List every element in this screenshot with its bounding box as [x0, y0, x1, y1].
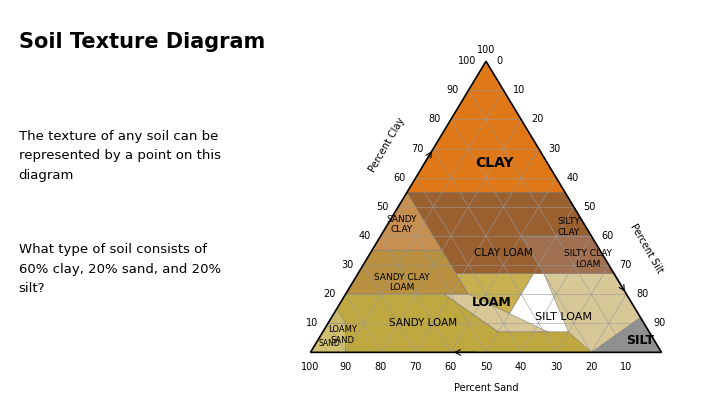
- Polygon shape: [372, 178, 442, 250]
- Text: LOAM: LOAM: [472, 296, 511, 309]
- Polygon shape: [310, 309, 346, 352]
- Text: 80: 80: [428, 115, 441, 124]
- Text: 70: 70: [411, 143, 423, 153]
- Polygon shape: [407, 192, 591, 274]
- Text: Soil Texture Diagram: Soil Texture Diagram: [19, 32, 265, 52]
- Text: What type of soil consists of
60% clay, 20% sand, and 20%
silt?: What type of soil consists of 60% clay, …: [19, 243, 221, 295]
- Polygon shape: [337, 192, 407, 309]
- Text: 80: 80: [636, 289, 649, 299]
- Text: Percent Sand: Percent Sand: [454, 383, 518, 393]
- Text: SANDY LOAM: SANDY LOAM: [389, 318, 457, 328]
- Polygon shape: [310, 294, 591, 352]
- Text: 70: 70: [618, 260, 631, 270]
- Text: LOAMY
SAND: LOAMY SAND: [328, 325, 356, 345]
- Text: SAND: SAND: [319, 339, 341, 348]
- Text: 50: 50: [584, 202, 596, 212]
- Text: 10: 10: [513, 85, 526, 95]
- Polygon shape: [444, 274, 534, 332]
- Text: 40: 40: [515, 362, 527, 372]
- Text: Percent Clay: Percent Clay: [367, 115, 406, 174]
- Text: 100: 100: [458, 56, 476, 66]
- Text: 0: 0: [496, 56, 502, 66]
- Text: CLAY: CLAY: [475, 156, 514, 170]
- Text: CLAY LOAM: CLAY LOAM: [474, 248, 533, 258]
- Text: SILTY
CLAY: SILTY CLAY: [557, 217, 580, 237]
- Polygon shape: [444, 274, 662, 352]
- Text: 90: 90: [446, 85, 459, 95]
- Text: 50: 50: [480, 362, 492, 372]
- Text: SILT: SILT: [626, 334, 654, 347]
- Text: 90: 90: [339, 362, 352, 372]
- Text: 20: 20: [531, 115, 544, 124]
- Text: 30: 30: [341, 260, 354, 270]
- Text: 80: 80: [374, 362, 387, 372]
- Polygon shape: [521, 236, 614, 274]
- Text: 40: 40: [359, 231, 371, 241]
- Text: 30: 30: [549, 143, 561, 153]
- Text: 10: 10: [306, 318, 318, 328]
- Text: 30: 30: [550, 362, 562, 372]
- Text: 90: 90: [654, 318, 666, 328]
- Polygon shape: [310, 323, 346, 352]
- Text: 50: 50: [376, 202, 388, 212]
- Text: SANDY
CLAY: SANDY CLAY: [387, 215, 417, 234]
- Polygon shape: [591, 318, 662, 352]
- Polygon shape: [346, 250, 469, 294]
- Text: 100: 100: [477, 45, 495, 55]
- Text: SANDY CLAY
LOAM: SANDY CLAY LOAM: [374, 273, 430, 292]
- Text: Percent Silt: Percent Silt: [629, 222, 665, 275]
- Text: 20: 20: [585, 362, 598, 372]
- Text: SILT LOAM: SILT LOAM: [535, 312, 592, 322]
- Text: 40: 40: [566, 173, 578, 183]
- Text: 70: 70: [410, 362, 422, 372]
- Text: SILTY CLAY
LOAM: SILTY CLAY LOAM: [564, 249, 612, 269]
- Text: 20: 20: [323, 289, 336, 299]
- Text: The texture of any soil can be
represented by a point on this
diagram: The texture of any soil can be represent…: [19, 130, 220, 181]
- Text: 100: 100: [301, 362, 320, 372]
- Polygon shape: [521, 192, 591, 236]
- Text: 60: 60: [601, 231, 613, 241]
- Polygon shape: [407, 61, 591, 236]
- Text: 60: 60: [394, 173, 406, 183]
- Text: 60: 60: [445, 362, 457, 372]
- Text: 10: 10: [620, 362, 633, 372]
